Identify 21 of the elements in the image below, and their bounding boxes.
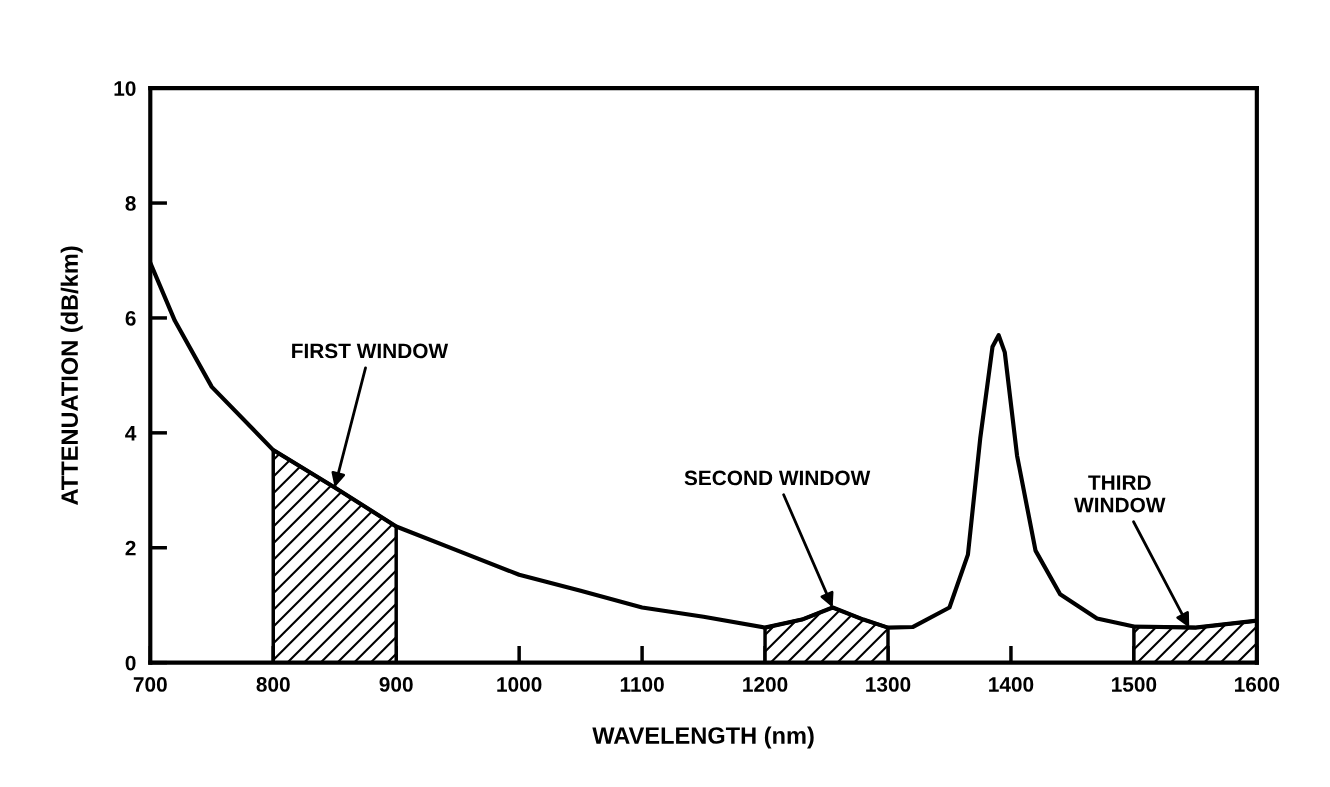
x-tick-label: 1000 (497, 677, 542, 692)
y-axis-title: ATTENUATION (dB/km) (60, 246, 83, 505)
x-tick-label: 1200 (743, 677, 788, 692)
x-tick-label: 800 (256, 677, 290, 692)
x-tick-label: 1500 (1112, 677, 1157, 692)
x-tick-label: 1600 (1234, 677, 1280, 692)
y-tick-label: 0 (125, 655, 136, 671)
annotation: FIRST WINDOW (292, 343, 449, 359)
y-tick-label: 2 (125, 540, 136, 556)
y-tick-label: 6 (125, 310, 136, 326)
x-axis-title: WAVELENGTH (nm) (592, 726, 814, 749)
y-tick-label: 8 (125, 196, 136, 211)
x-tick-label: 1400 (989, 677, 1034, 692)
x-tick-label: 900 (379, 677, 413, 692)
annotation: THIRD WINDOW (1074, 475, 1166, 513)
y-tick-label: 4 (125, 426, 137, 441)
x-tick-label: 1100 (620, 677, 664, 692)
x-tick-label: 1300 (866, 677, 911, 692)
annotation: SECOND WINDOW (684, 470, 871, 486)
y-tick-label: 10 (114, 81, 136, 96)
x-tick-label: 700 (133, 677, 167, 692)
